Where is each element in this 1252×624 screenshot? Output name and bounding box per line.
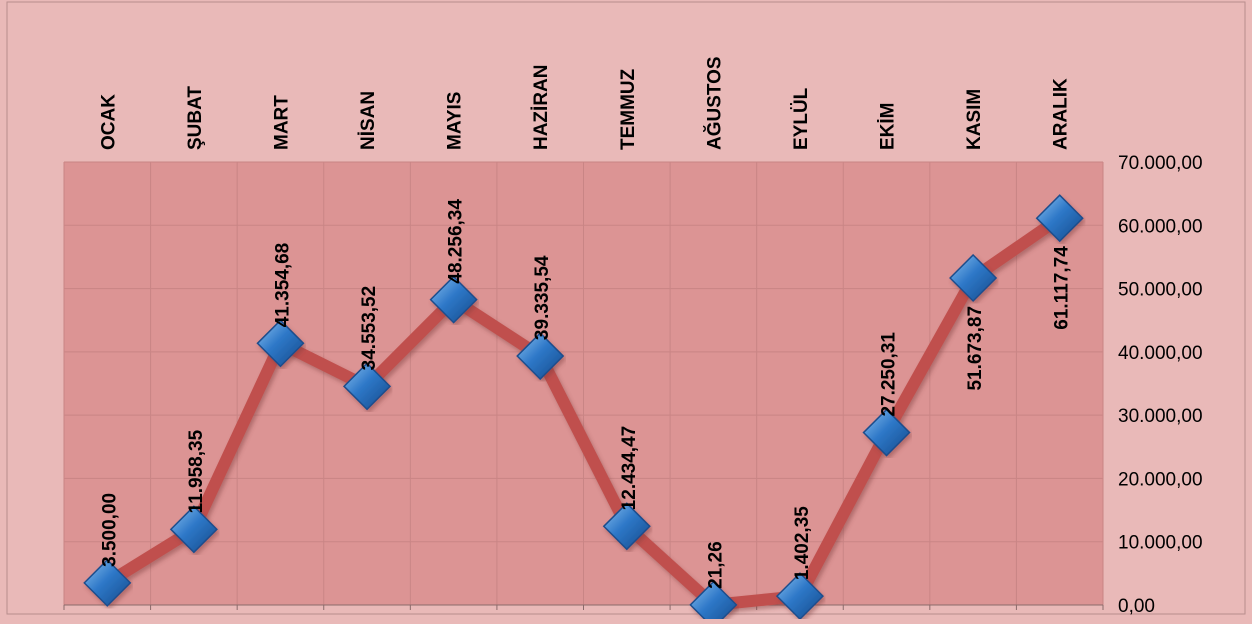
y-tick-label: 60.000,00 [1118, 216, 1203, 237]
data-label: 34.553,52 [359, 286, 380, 371]
x-tick-label: ŞUBAT [185, 86, 206, 150]
data-label: 12.434,47 [619, 426, 640, 511]
chart-frame [6, 1, 1246, 615]
data-label: 27.250,31 [879, 332, 900, 417]
data-point-marker [862, 408, 911, 457]
y-axis: 0,00 10.000,00 20.000,00 30.000,00 40.000,00… [1118, 153, 1203, 617]
x-tick-label: AĞUSTOS [703, 56, 725, 150]
data-point-marker [602, 502, 651, 551]
data-point-marker [689, 580, 738, 624]
data-label: 11.958,35 [186, 429, 207, 513]
data-point-marker [949, 253, 998, 303]
x-tick-label: MART [271, 95, 292, 150]
y-tick-label: 20.000,00 [1118, 469, 1203, 490]
data-label: 39.335,54 [532, 255, 553, 340]
data-labels: 3.500,00 11.958,35 41.354,68 34.553,52 48.25… [99, 199, 1072, 589]
y-tick-label: 40.000,00 [1118, 343, 1203, 364]
y-tick-label: 10.000,00 [1118, 533, 1203, 554]
data-point-marker [1035, 194, 1084, 243]
data-point-marker [342, 362, 392, 411]
data-label: 61.117,74 [1052, 246, 1073, 330]
x-tick-label: EYLÜL [791, 87, 812, 150]
data-label: 51.673,87 [965, 306, 986, 391]
x-tick-label: TEMMUZ [618, 68, 639, 150]
data-point-marker [256, 319, 305, 368]
data-point-marker [429, 275, 478, 324]
gridlines [63, 161, 1104, 610]
data-label: 1.402,35 [792, 506, 813, 580]
x-tick-label: OCAK [98, 94, 119, 150]
x-tick-label: HAZİRAN [531, 65, 552, 151]
data-label: 21,26 [705, 541, 726, 589]
series-line [101, 212, 1066, 611]
series [83, 194, 1084, 624]
data-label: 41.354,68 [272, 243, 293, 328]
x-axis: OCAK ŞUBAT MART NİSAN MAYIS HAZİRAN TEMMUZ AĞUS… [98, 56, 1071, 150]
x-tick-label: MAYIS [445, 92, 466, 150]
y-tick-label: 0,00 [1118, 596, 1155, 617]
data-label: 48.256,34 [446, 199, 467, 284]
y-tick-label: 30.000,00 [1118, 406, 1203, 427]
data-point-marker [83, 558, 132, 607]
data-point-marker [169, 505, 218, 554]
y-tick-label: 70.000,00 [1118, 153, 1203, 174]
y-tick-label: 50.000,00 [1118, 280, 1203, 301]
x-tick-label: NİSAN [358, 91, 379, 150]
x-tick-label: ARALIK [1051, 78, 1072, 150]
x-tick-label: KASIM [964, 89, 985, 150]
data-point-marker [516, 332, 565, 381]
data-label: 3.500,00 [99, 493, 120, 567]
x-tick-label: EKİM [878, 103, 899, 151]
